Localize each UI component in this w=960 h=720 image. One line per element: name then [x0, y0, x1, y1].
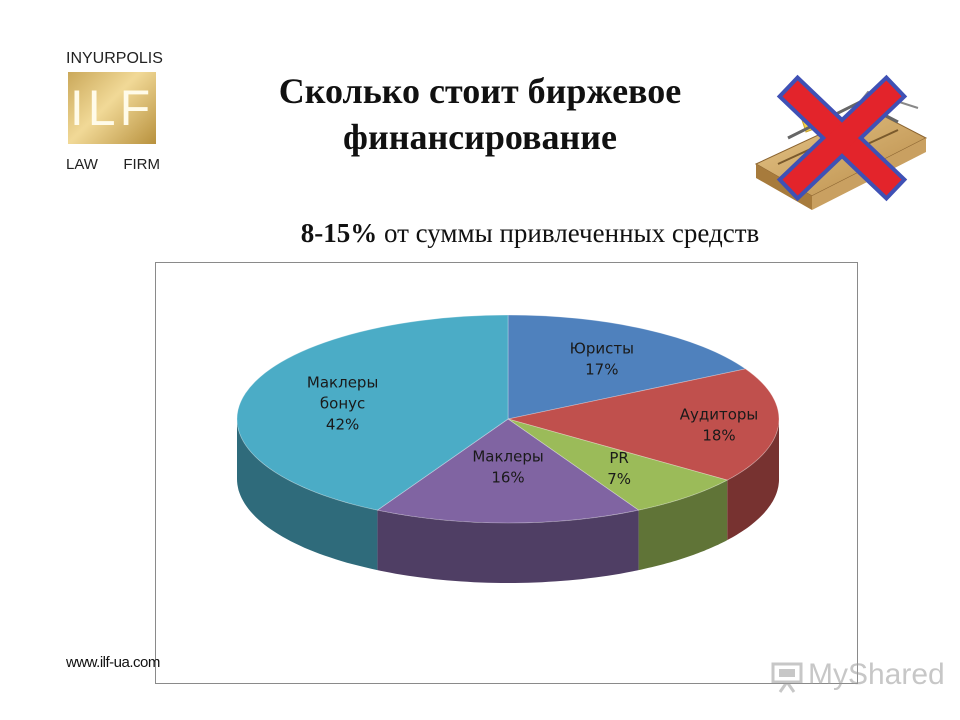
- logo-mark-text: ILF: [69, 80, 155, 136]
- myshared-watermark: MyShared: [770, 656, 945, 696]
- pie-label-аудиторы: Аудиторы 18%: [680, 406, 759, 445]
- logo-emblem: ILF: [68, 72, 156, 190]
- pie-slice-маклеры: [376, 418, 640, 524]
- logo-gold-plate: ILF: [68, 72, 156, 144]
- website-url: www.ilf-ua.com: [66, 654, 160, 671]
- pie-side-маклеры-бонус: [237, 419, 378, 571]
- pie-label-name: бонус: [320, 395, 365, 413]
- pie-label-value: 17%: [585, 361, 618, 379]
- cost-subtitle: 8-15% от суммы привлеченных средств: [160, 218, 900, 249]
- slide-title: Сколько стоит биржевое финансирование: [200, 68, 760, 160]
- pie-label-юристы: Юристы 17%: [570, 340, 634, 379]
- presentation-icon: [771, 662, 803, 693]
- pie-chart-svg: Юристы 17%Аудиторы 18%PR 7%Маклеры 16%Маклер…: [236, 314, 780, 583]
- pie-label-value: 16%: [491, 468, 524, 486]
- pie-label-name: PR: [609, 449, 628, 467]
- pie-side-pr: [638, 480, 728, 571]
- title-line-1: Сколько стоит биржевое: [278, 71, 682, 111]
- pie-slice-pr: [507, 418, 729, 511]
- pie-label-pr: PR 7%: [607, 449, 631, 488]
- pie-label-value: 42%: [326, 416, 359, 434]
- watermark-text: MyShared: [808, 658, 945, 691]
- pie-chart: Юристы 17% Аудиторы 18% PR 7% Маклеры 16% Маклер…: [155, 262, 858, 684]
- cost-range: 8-15%: [300, 218, 378, 248]
- logo-top-text: INYURPOLIS: [66, 50, 163, 67]
- ilf-logo: INYURPOLIS ILF LAW FIRM: [66, 50, 163, 178]
- pie-side-аудиторы: [727, 419, 779, 541]
- mousetrap-icon: [754, 74, 928, 210]
- pie-label-value: 18%: [702, 427, 735, 445]
- pie-slice-юристы: [507, 314, 747, 420]
- cost-description: от суммы привлеченных средств: [377, 218, 760, 248]
- pie-label-name: Маклеры: [472, 447, 543, 465]
- pie-slice-маклеры-бонус: [236, 314, 509, 511]
- pie-label-value: 7%: [607, 470, 631, 488]
- pie-label-маклеры: Маклеры 16%: [472, 447, 543, 486]
- pie-label-маклеры-бонус: Маклеры бонус 42%: [307, 374, 378, 434]
- pie-side-маклеры: [377, 510, 639, 583]
- title-line-2: финансирование: [343, 117, 617, 157]
- mousetrap-image: [748, 68, 928, 220]
- logo-bottom-left: LAW: [66, 156, 98, 173]
- pie-label-name: Юристы: [570, 340, 634, 358]
- logo-bottom-right: FIRM: [123, 156, 160, 173]
- logo-bottom-text: LAW FIRM: [66, 156, 160, 173]
- pie-label-name: Аудиторы: [680, 406, 759, 424]
- pie-slice-аудиторы: [507, 368, 780, 481]
- pie-label-name: Маклеры: [307, 374, 378, 392]
